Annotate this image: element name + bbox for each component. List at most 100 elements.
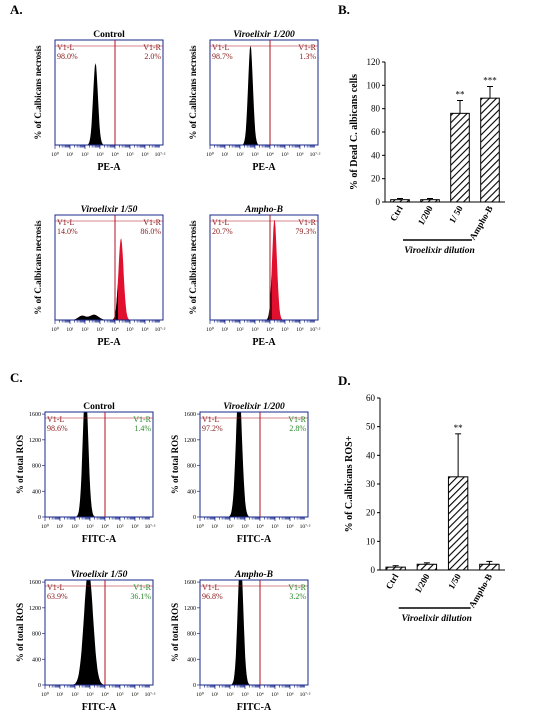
c2-xtick-label: 10⁵	[116, 692, 124, 698]
a3-xtick-label: 10⁵	[281, 327, 289, 333]
c3-histogram: 10⁰ 10¹ 10² 10³ 10⁴ 10⁵ 10⁶ 10⁷‧² 0 400 800 1200 160…	[170, 570, 311, 713]
c3-right-pct: 3.2%	[289, 592, 306, 601]
a1-xtick-label: 10⁵	[281, 152, 289, 158]
c2-ytick-label: 400	[32, 657, 41, 663]
b-bar	[390, 199, 410, 203]
a3-xtick-label: 10⁴	[266, 327, 274, 333]
a2-peak-shoulder	[55, 283, 118, 320]
c2-ytick-label: 0	[38, 683, 41, 689]
d-ytick-label: 60	[366, 393, 376, 403]
c0-xlabel: FITC-A	[82, 534, 117, 545]
c0-peak-group	[45, 412, 105, 517]
d-ytick-label: 40	[366, 450, 376, 460]
a1-xtick-label: 10⁴	[266, 152, 274, 158]
c0-xtick-label: 10⁶	[131, 524, 139, 530]
b-bar	[420, 199, 440, 203]
a2-gate-left-label: V1-L	[57, 218, 74, 227]
d-bar	[416, 563, 438, 571]
c3-peak-group	[200, 580, 260, 685]
a0-xtick-label: 10²	[81, 152, 89, 158]
c1-gate-left-label: V1-L	[202, 415, 219, 424]
c3-xtick-label: 10²	[226, 692, 234, 698]
d-category-label: 1/200	[413, 572, 432, 595]
c2-xtick-label: 10¹	[56, 692, 64, 698]
a2-xtick-label: 10⁰	[51, 326, 60, 333]
a2-xtick-label: 10⁵	[126, 327, 134, 333]
a0-xtick-label: 10⁴	[111, 152, 119, 158]
c3-ylabel: % of total ROS	[170, 603, 180, 662]
c3-left-pct: 96.8%	[202, 592, 223, 601]
c3-xlabel: FITC-A	[237, 702, 272, 713]
b-category-label: Ctrl	[388, 204, 405, 223]
c1-gate-right-label: V1-R	[288, 415, 306, 424]
c2-ytick-label: 1200	[29, 606, 41, 612]
panel-label-c: C.	[10, 370, 23, 385]
a3-left-pct: 20.7%	[212, 227, 233, 236]
a3-gate-right-label: V1-R	[298, 218, 316, 227]
a1-gate-left-label: V1-L	[212, 43, 229, 52]
a2-xtick-label: 10⁷‧²	[155, 327, 166, 333]
b-bar	[450, 112, 470, 203]
a3-xtick-label: 10⁷‧²	[310, 327, 321, 333]
c1-ylabel: % of total ROS	[170, 435, 180, 494]
panel-label-b: B.	[338, 2, 350, 17]
d-category-label: Ampho-B	[467, 572, 494, 609]
a3-title: Ampho-B	[244, 205, 283, 215]
c3-ytick-label: 400	[187, 657, 196, 663]
d-ytick-label: 0	[371, 565, 376, 575]
a2-xtick-label: 10⁶	[141, 327, 149, 333]
d-category-label: Ctrl	[384, 572, 401, 591]
a0-xtick-label: 10⁶	[141, 152, 149, 158]
a2-ylabel: % of C.albicans necrosis	[33, 220, 43, 315]
c3-ytick-label: 800	[187, 632, 196, 638]
c0-peak	[45, 412, 105, 517]
c2-ytick-label: 1600	[29, 580, 41, 586]
c3-title: Ampho-B	[234, 570, 273, 580]
c3-xtick-label: 10⁶	[286, 692, 294, 698]
a2-peak-group	[55, 238, 163, 320]
a0-histogram: 10⁰ 10¹ 10² 10³ 10⁴ 10⁵ 10⁶ 10⁷‧² Control V1-L98.…	[33, 30, 166, 173]
c1-ytick-label: 0	[193, 515, 196, 521]
a1-xtick-label: 10⁰	[206, 151, 215, 158]
b-significance: **	[456, 90, 466, 100]
d-bar	[479, 563, 500, 571]
a2-right-pct: 86.0%	[140, 227, 161, 236]
d-ytick-label: 10	[366, 536, 376, 546]
c2-xtick-label: 10³	[86, 692, 94, 698]
c0-xtick-label: 10⁵	[116, 524, 124, 530]
c1-xtick-label: 10²	[226, 524, 234, 530]
c2-gate-left-label: V1-L	[47, 583, 64, 592]
a2-left-pct: 14.0%	[57, 227, 78, 236]
c1-xtick-label: 10⁴	[256, 524, 264, 530]
c2-xtick-label: 10⁰	[41, 691, 50, 698]
a1-title: Viroelixir 1/200	[233, 30, 295, 40]
a2-xtick-label: 10⁴	[111, 327, 119, 333]
c1-title: Viroelixir 1/200	[223, 402, 285, 412]
a1-xtick-label: 10²	[236, 152, 244, 158]
c3-ytick-label: 1200	[184, 606, 196, 612]
b-ytick-label: 20	[371, 174, 381, 184]
c3-ytick-label: 0	[193, 683, 196, 689]
a1-xlabel: PE-A	[252, 162, 276, 173]
c3-xtick-label: 10⁷‧²	[300, 692, 311, 698]
c1-xtick-label: 10⁵	[271, 524, 279, 530]
c0-ylabel: % of total ROS	[15, 435, 25, 494]
c2-gate-right-label: V1-R	[133, 583, 151, 592]
a1-xtick-label: 10⁷‧²	[310, 152, 321, 158]
c0-ytick-label: 1200	[29, 438, 41, 444]
c2-ytick-label: 800	[32, 632, 41, 638]
d-ytick-label: 50	[366, 422, 376, 432]
a2-histogram: 10⁰ 10¹ 10² 10³ 10⁴ 10⁵ 10⁶ 10⁷‧² Viroelixir 1/5…	[33, 205, 166, 348]
a2-title: Viroelixir 1/50	[81, 205, 138, 215]
a2-xtick-label: 10¹	[66, 327, 74, 333]
c1-xtick-label: 10¹	[211, 524, 219, 530]
d-xlabel: Viroelixir dilution	[401, 614, 471, 624]
c1-xtick-label: 10⁰	[196, 523, 205, 530]
a1-xtick-label: 10³	[251, 152, 259, 158]
a0-ylabel: % of C.albicans necrosis	[33, 45, 43, 140]
b-ytick-label: 0	[376, 197, 381, 207]
a1-gate-right-label: V1-R	[298, 43, 316, 52]
a3-histogram: 10⁰ 10¹ 10² 10³ 10⁴ 10⁵ 10⁶ 10⁷‧² Ampho-B V1-L20.…	[188, 205, 321, 348]
a3-xlabel: PE-A	[252, 337, 276, 348]
d-bar-chart: 0 10 20 30 40 50 60 Ctrl 1/200 ** 1/50 Ampho-B Viroe…	[344, 393, 505, 624]
